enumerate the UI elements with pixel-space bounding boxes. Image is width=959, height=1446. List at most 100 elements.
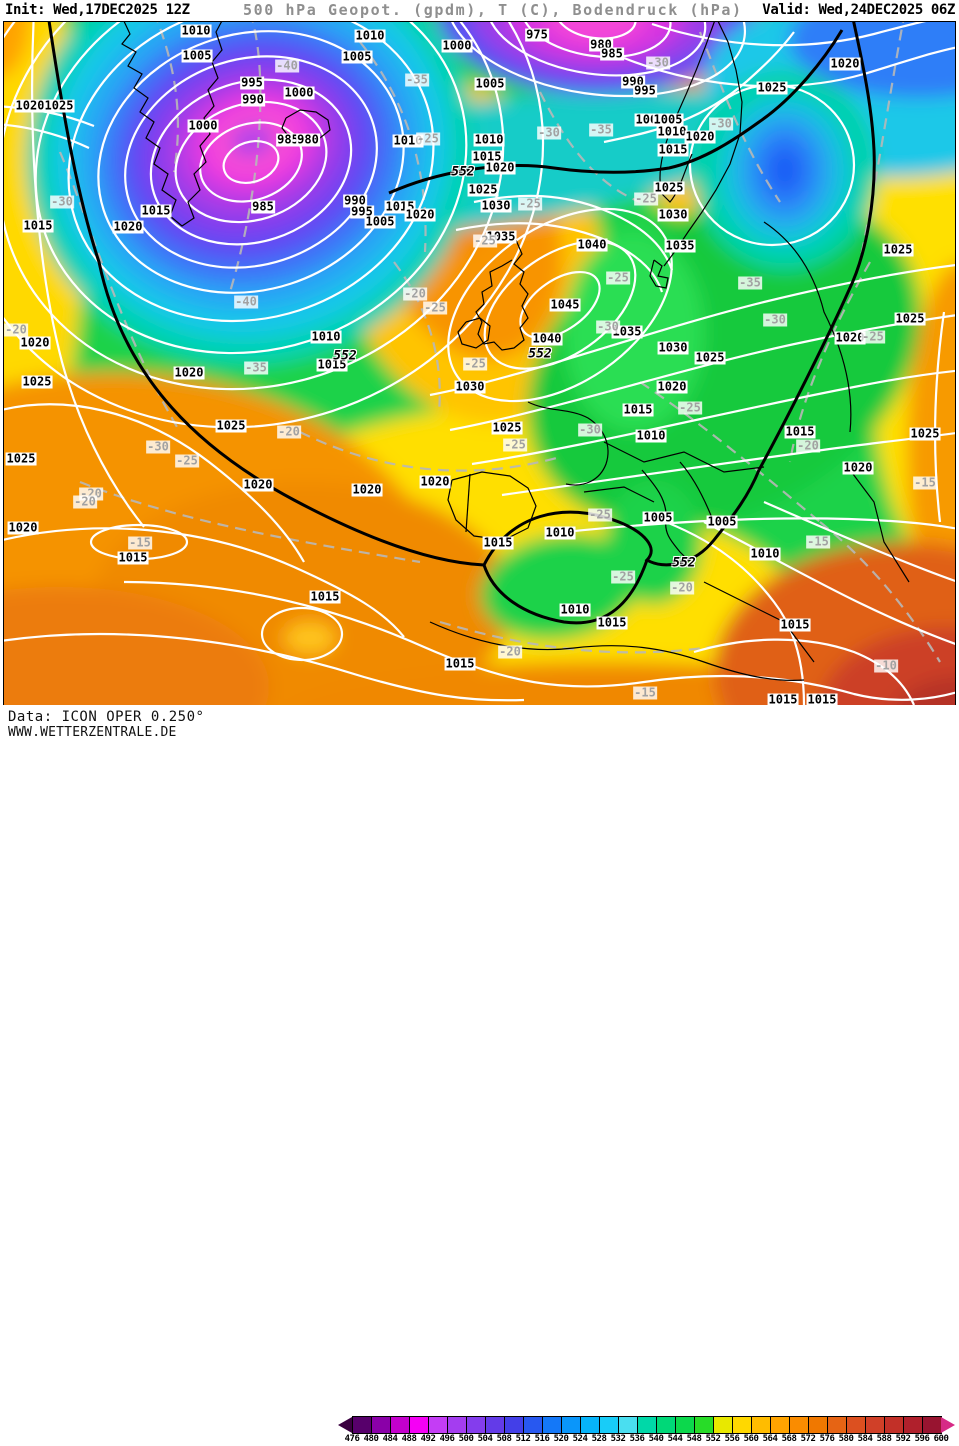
colorbar-tick: 596 [914, 1434, 930, 1444]
data-source-label: Data: ICON OPER 0.250° [8, 709, 205, 725]
colorbar-segment [429, 1417, 448, 1433]
temperature-label: -30 [596, 319, 620, 334]
colorbar-segment [847, 1417, 866, 1433]
colorbar-tick: 576 [819, 1434, 835, 1444]
pressure-label: 1015 [779, 617, 811, 632]
colorbar-tick: 476 [344, 1434, 360, 1444]
pressure-label: 1025 [882, 242, 914, 257]
pressure-label: 1005 [341, 49, 373, 64]
geopotential-552-label: 552 [333, 348, 357, 364]
pressure-label: 1015 [117, 550, 149, 565]
pressure-label: 1020 [112, 219, 144, 234]
colorbar-tick: 548 [686, 1434, 702, 1444]
pressure-label: 1020 [404, 207, 436, 222]
colorbar-tick: 580 [838, 1434, 854, 1444]
pressure-label: 1010 [310, 329, 342, 344]
pressure-label: 1040 [576, 237, 608, 252]
pressure-label: 1025 [215, 418, 247, 433]
temperature-label: -20 [670, 580, 694, 595]
pressure-label: 1015 [482, 535, 514, 550]
temperature-label: -25 [175, 453, 199, 468]
temperature-label: -25 [503, 437, 527, 452]
temperature-label: -35 [405, 72, 429, 87]
pressure-label: 1010 [392, 133, 424, 148]
pressure-label: 1035 [664, 238, 696, 253]
colorbar-tick: 532 [610, 1434, 626, 1444]
pressure-label: 1005 [652, 112, 684, 127]
pressure-label: 990 [241, 92, 265, 107]
pressure-label: 1005 [706, 514, 738, 529]
temperature-label: -25 [473, 233, 497, 248]
colorbar-tick: 496 [439, 1434, 455, 1444]
colorbar-segment [676, 1417, 695, 1433]
colorbar-segment [923, 1417, 941, 1433]
temperature-label: -20 [4, 322, 28, 337]
colorbar-segment [809, 1417, 828, 1433]
pressure-label: 1020 [656, 379, 688, 394]
colorbar-tick: 488 [401, 1434, 417, 1444]
pressure-label: 1025 [756, 80, 788, 95]
pressure-label: 1020 [484, 160, 516, 175]
colorbar-tick: 512 [515, 1434, 531, 1444]
pressure-label: 1020 [7, 520, 39, 535]
colorbar-tick: 508 [496, 1434, 512, 1444]
temperature-label: -40 [234, 294, 258, 309]
temperature-label: -25 [611, 569, 635, 584]
pressure-label: 1015 [471, 149, 503, 164]
temperature-label: -25 [463, 356, 487, 371]
colorbar-tick: 540 [648, 1434, 664, 1444]
temperature-label: -25 [634, 191, 658, 206]
colorbar-segment [866, 1417, 885, 1433]
temperature-label: -25 [423, 300, 447, 315]
pressure-label: 975 [525, 27, 549, 42]
pressure-label: 1010 [656, 124, 688, 139]
temperature-label: -30 [537, 125, 561, 140]
pressure-label: 1005 [364, 214, 396, 229]
pressure-label: 1020 [829, 56, 861, 71]
pressure-label: 995 [240, 75, 264, 90]
pressure-label: 1005 [642, 510, 674, 525]
pressure-label: 1015 [806, 692, 838, 705]
pressure-label: 1020 [684, 129, 716, 144]
colorbar-segment [714, 1417, 733, 1433]
init-time-label: Init: Wed,17DEC2025 12Z [5, 2, 190, 18]
colorbar-tick: 536 [629, 1434, 645, 1444]
pressure-label: 980 [296, 132, 320, 147]
colorbar-tick: 524 [572, 1434, 588, 1444]
pressure-label: 1030 [657, 207, 689, 222]
pressure-label: 1010 [544, 525, 576, 540]
colorbar-segment [524, 1417, 543, 1433]
colorbar-tick: 592 [895, 1434, 911, 1444]
pressure-label: 1025 [694, 350, 726, 365]
temperature-label: -35 [244, 360, 268, 375]
colorbar-tick: 572 [800, 1434, 816, 1444]
temperature-label: -15 [913, 475, 937, 490]
pressure-label: 1015 [784, 424, 816, 439]
colorbar-tick: 480 [363, 1434, 379, 1444]
valid-time-label: Valid: Wed,24DEC2025 06Z [762, 2, 955, 18]
pressure-label: 1005 [181, 48, 213, 63]
temperature-label: -25 [606, 270, 630, 285]
temperature-label: -25 [678, 400, 702, 415]
pressure-label: 985 [276, 132, 300, 147]
temperature-label: -30 [50, 194, 74, 209]
colorbar-tick: 584 [857, 1434, 873, 1444]
temperature-label: -30 [763, 312, 787, 327]
pressure-label: 1020 [834, 330, 866, 345]
pressure-label: 1000 [441, 38, 473, 53]
colorbar-segment [410, 1417, 429, 1433]
pressure-label: 1020 [419, 474, 451, 489]
pressure-label: 1010 [559, 602, 591, 617]
pressure-label: 1015 [767, 692, 799, 705]
temperature-label: -35 [589, 122, 613, 137]
pressure-label: 1025 [491, 420, 523, 435]
colorbar-segment [581, 1417, 600, 1433]
colorbar-segment [771, 1417, 790, 1433]
pressure-label: 1010 [180, 23, 212, 38]
temperature-label: -25 [861, 329, 885, 344]
colorbar-segment [391, 1417, 410, 1433]
colorbar-segment [543, 1417, 562, 1433]
pressure-label: 1030 [657, 340, 689, 355]
colorbar-segment [695, 1417, 714, 1433]
pressure-label: 1010 [473, 132, 505, 147]
